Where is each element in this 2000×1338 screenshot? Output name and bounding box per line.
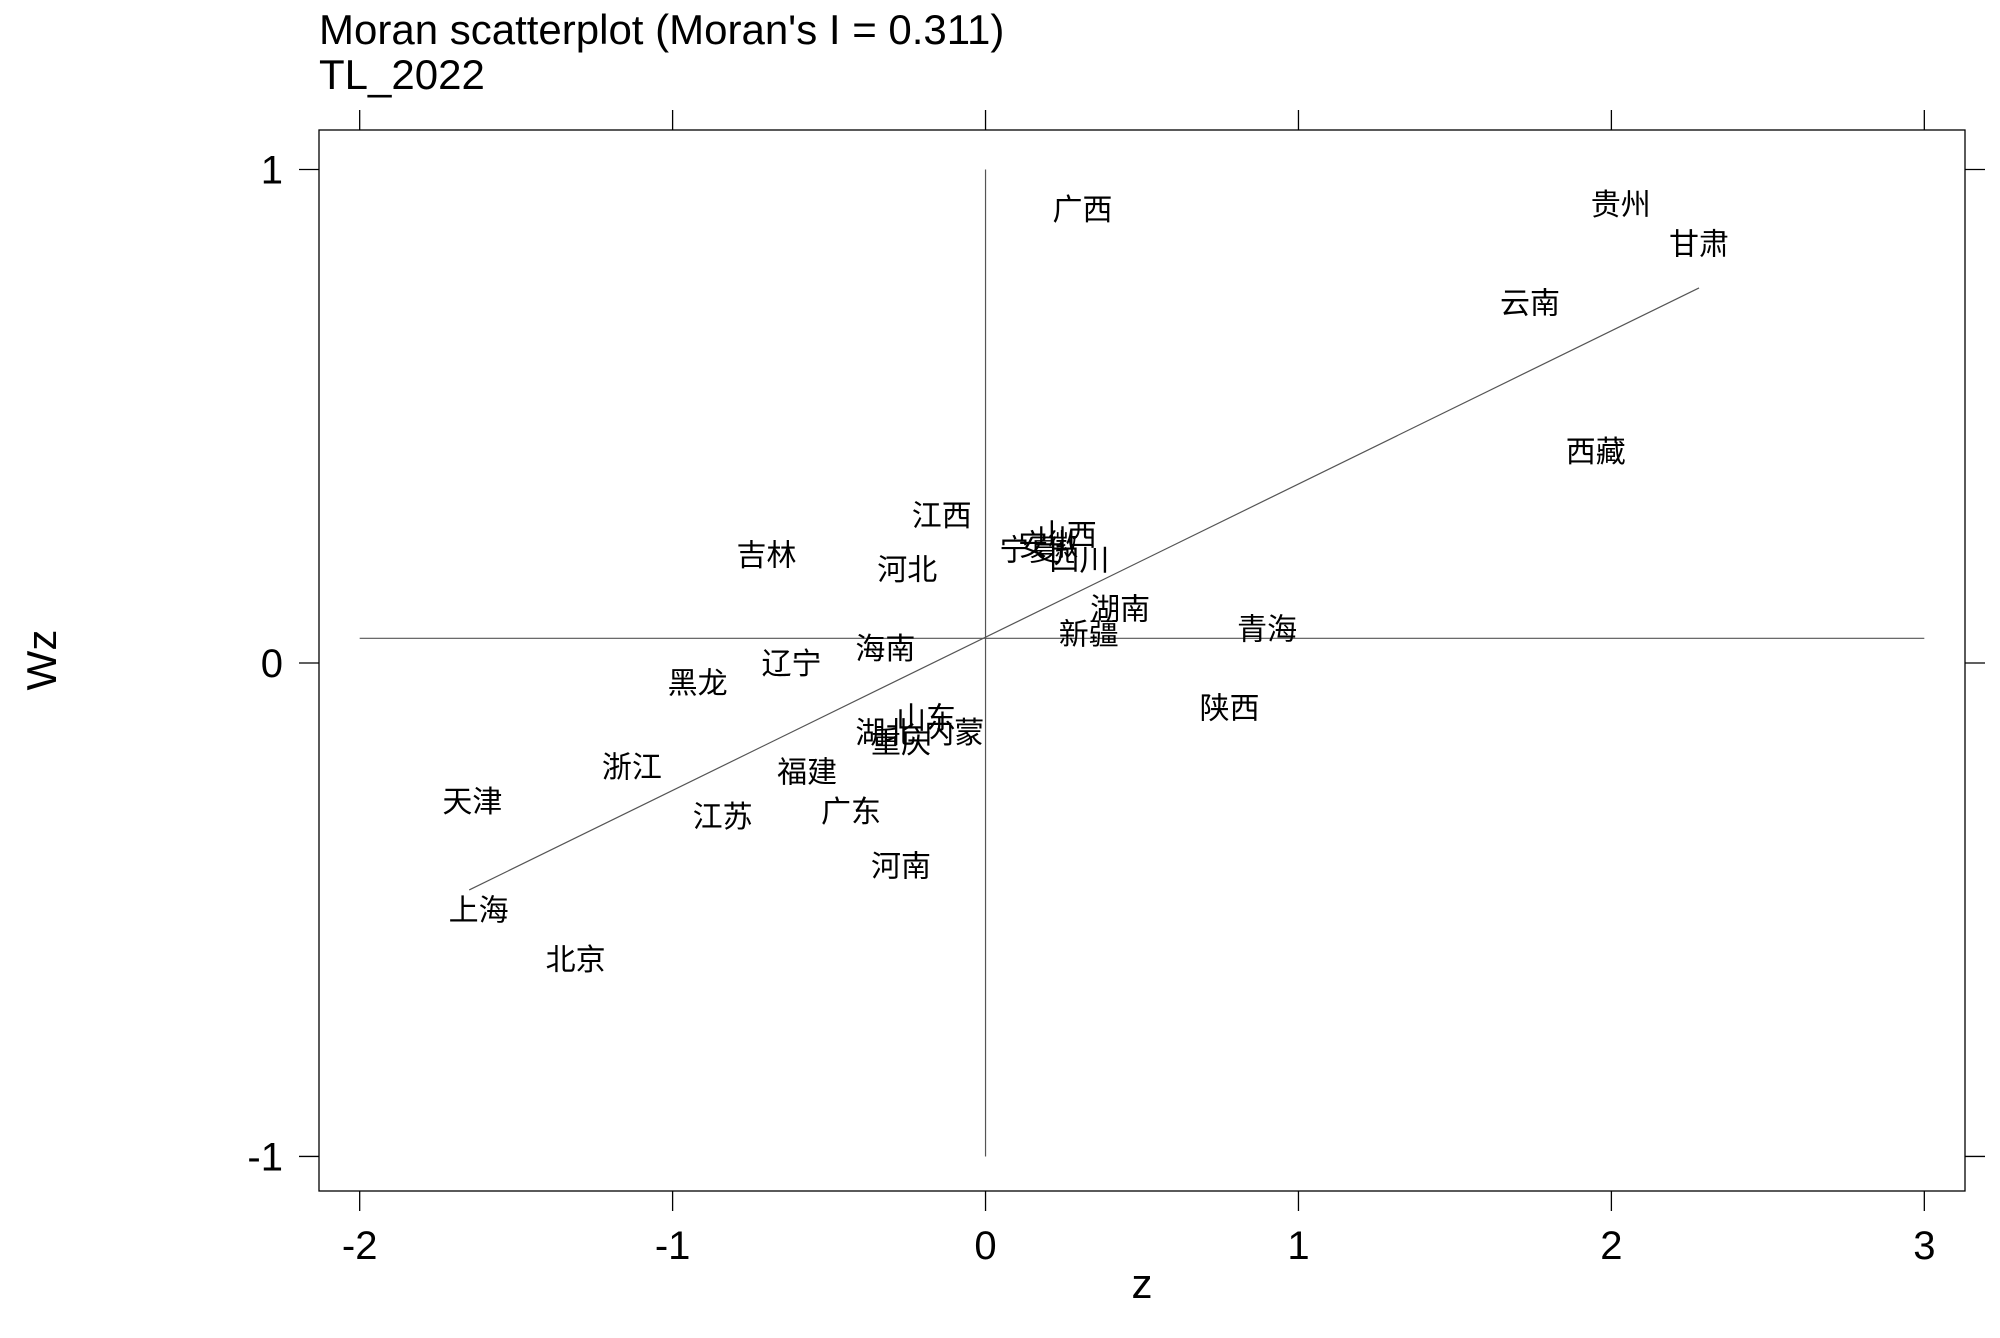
data-point-label: 江西: [912, 499, 972, 534]
y-tick-label: 1: [261, 148, 283, 192]
data-point-label: 北京: [546, 943, 606, 978]
data-point-label: 天津: [442, 785, 502, 820]
regression-fit-line: [468, 287, 1700, 891]
data-point-label: 安徽: [1018, 529, 1078, 564]
x-tick-label: 2: [1600, 1224, 1622, 1268]
data-point-label: 重庆: [871, 726, 931, 761]
data-point-label: 河北: [877, 553, 937, 588]
x-axis-title: z: [1132, 1260, 1153, 1307]
data-point-label: 云南: [1500, 287, 1560, 322]
x-tick-label: -2: [342, 1224, 378, 1268]
chart-title: Moran scatterplot (Moran's I = 0.311): [319, 6, 1004, 53]
data-point-label: 湖南: [1090, 593, 1150, 628]
data-point-label: 甘肃: [1669, 228, 1729, 263]
data-point-label: 陕西: [1200, 691, 1260, 726]
data-point-label: 海南: [855, 632, 915, 667]
data-point-label: 广西: [1053, 193, 1113, 228]
data-point-label: 贵州: [1591, 188, 1651, 223]
x-axis-ticks: -2 -1 0 1 2 3: [342, 110, 1935, 1268]
y-axis-ticks: -1 0 1: [247, 148, 1985, 1179]
data-point-label: 辽宁: [762, 647, 822, 682]
y-axis-title: Wz: [18, 630, 65, 691]
x-tick-label: 1: [1287, 1224, 1309, 1268]
data-point-label: 上海: [449, 894, 509, 929]
x-tick-label: 0: [974, 1224, 996, 1268]
chart-subtitle: TL_2022: [319, 51, 485, 98]
data-point-label: 西藏: [1566, 435, 1626, 470]
data-point-label: 山西: [1037, 519, 1097, 554]
data-point-label: 河南: [871, 849, 931, 884]
plot-frame: [318, 129, 1966, 1192]
x-tick-label: -1: [655, 1224, 691, 1268]
data-point-label: 新疆: [1059, 617, 1119, 652]
fit-line-group: [468, 287, 1700, 891]
data-point-label: 吉林: [736, 538, 796, 573]
data-point-label: 四川: [1049, 543, 1109, 578]
x-tick-label: 3: [1913, 1224, 1935, 1268]
data-point-label: 浙江: [602, 751, 662, 786]
data-point-label: 山东: [896, 701, 956, 736]
y-tick-label: 0: [261, 642, 283, 686]
data-point-label: 内蒙: [924, 716, 984, 751]
data-point-label: 青海: [1237, 612, 1297, 647]
data-point-label: 福建: [777, 756, 837, 791]
data-point-label: 黑龙: [668, 667, 728, 702]
data-point-label: 湖北: [855, 716, 915, 751]
data-point-label: 宁夏: [999, 533, 1059, 568]
data-point-label: 广东: [821, 795, 881, 830]
reference-lines: [359, 169, 1925, 1157]
y-tick-label: -1: [247, 1135, 283, 1179]
data-point-label: 江苏: [693, 800, 753, 835]
